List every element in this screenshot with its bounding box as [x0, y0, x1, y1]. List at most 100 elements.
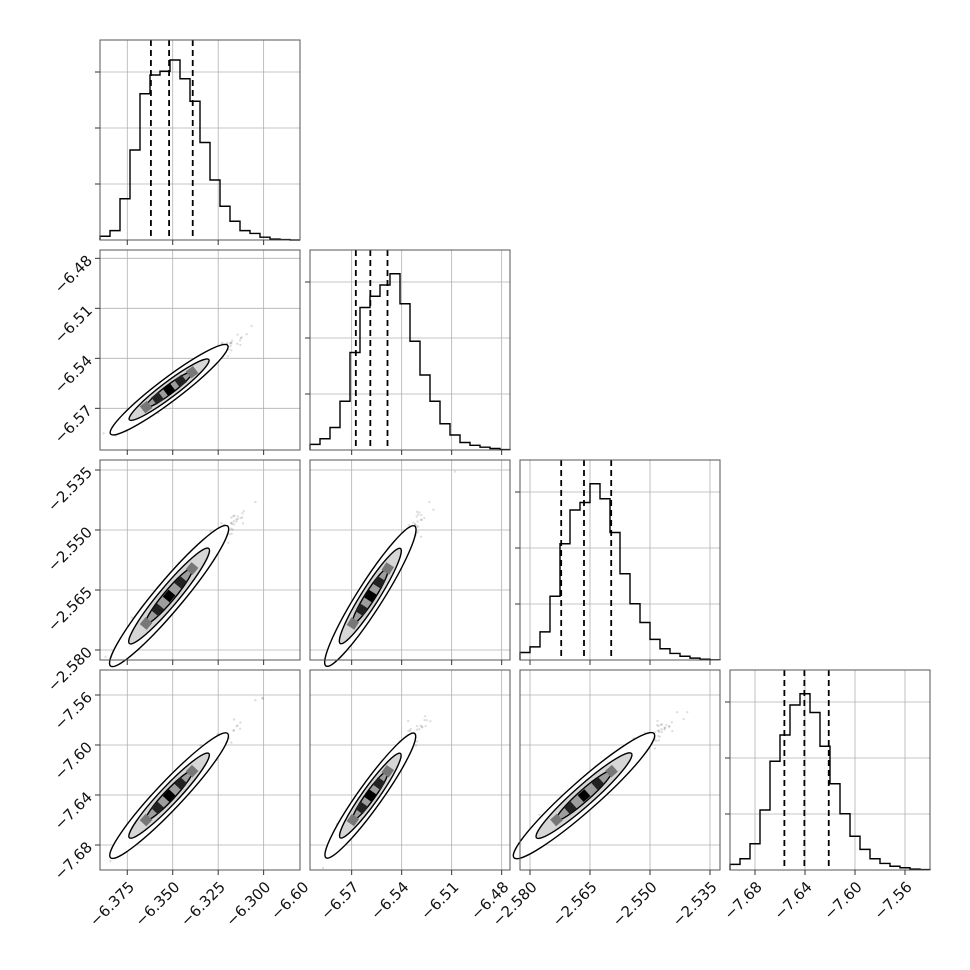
sample-point	[241, 512, 244, 515]
density-block	[151, 392, 164, 405]
sample-point	[420, 518, 423, 522]
sample-point	[413, 523, 417, 526]
sample-point	[230, 527, 233, 531]
sample-point	[230, 339, 234, 343]
sample-point	[250, 324, 253, 328]
density-block	[139, 400, 153, 414]
sample-point	[242, 509, 245, 513]
hist-panel-1	[305, 249, 511, 455]
sample-point	[97, 440, 99, 442]
sample-point	[230, 522, 234, 526]
hist-panel-0	[95, 39, 301, 245]
sample-point	[419, 535, 423, 538]
sample-point	[420, 513, 423, 517]
sample-point	[415, 510, 419, 514]
sample-point	[239, 516, 242, 520]
density-block	[364, 589, 377, 603]
sample-point	[236, 517, 239, 521]
sample-point	[407, 524, 411, 527]
histogram-step	[309, 273, 511, 451]
sample-point	[416, 531, 419, 534]
sample-point	[419, 518, 423, 522]
density-block	[139, 617, 153, 630]
sample-point	[254, 500, 257, 504]
density-block	[346, 617, 360, 630]
sample-point	[240, 336, 243, 339]
histogram-step	[519, 483, 721, 661]
sample-point	[232, 718, 236, 721]
sample-point	[232, 519, 236, 523]
sample-point	[230, 516, 233, 519]
density-block	[162, 383, 176, 396]
sample-point	[232, 514, 235, 518]
sample-point	[104, 655, 107, 659]
sample-point	[235, 520, 238, 523]
sample-point	[220, 521, 223, 525]
density-block	[174, 575, 187, 589]
sample-point	[229, 344, 232, 348]
sample-point	[105, 676, 107, 678]
scatter-panel-1-0	[95, 249, 301, 455]
scatter-panel-2-0	[95, 459, 301, 678]
sample-point	[209, 530, 212, 533]
sample-point	[235, 518, 238, 521]
sample-point	[412, 521, 415, 524]
sample-point	[261, 696, 264, 700]
sample-point	[416, 513, 420, 516]
panel-frame	[309, 459, 511, 661]
sample-point	[230, 342, 233, 345]
sample-point	[228, 533, 231, 536]
panel-frame	[99, 39, 301, 241]
sample-point	[232, 523, 236, 526]
density-block	[151, 603, 164, 617]
sample-point	[241, 522, 245, 525]
panel-frame	[309, 249, 511, 451]
sample-point	[230, 521, 234, 524]
panel-frame	[99, 249, 301, 451]
sample-point	[240, 516, 244, 519]
sample-point	[415, 515, 418, 518]
sample-point	[231, 528, 234, 531]
sample-point	[199, 744, 202, 747]
sample-point	[233, 514, 236, 518]
sample-point	[236, 515, 240, 518]
density-block	[372, 576, 386, 589]
panel-frame	[99, 459, 301, 661]
sample-point	[227, 541, 230, 544]
sample-point	[418, 511, 421, 514]
sample-point	[428, 500, 431, 504]
density-block	[174, 374, 187, 388]
sample-point	[236, 333, 239, 336]
sample-point	[226, 341, 229, 345]
density-block	[185, 562, 199, 575]
density-block	[162, 589, 176, 603]
density-block	[185, 365, 199, 379]
sample-point	[102, 432, 105, 435]
sample-point	[239, 721, 242, 724]
sample-point	[236, 342, 239, 345]
hist-panel-2	[515, 459, 721, 665]
sample-point	[245, 333, 248, 336]
sample-point	[229, 521, 233, 525]
sample-point	[453, 470, 457, 473]
density-block	[355, 603, 368, 616]
sample-point	[230, 532, 233, 535]
sample-point	[230, 349, 233, 352]
sample-point	[229, 341, 232, 345]
sample-point	[130, 616, 134, 619]
sample-point	[417, 525, 420, 528]
scatter-panel-2-1	[309, 459, 511, 668]
sample-point	[423, 516, 426, 520]
sample-point	[226, 355, 230, 358]
sample-point	[239, 343, 242, 347]
sample-point	[416, 520, 419, 523]
sample-point	[220, 341, 224, 345]
sample-point	[238, 339, 242, 342]
panel-frame	[519, 459, 721, 661]
sample-point	[239, 336, 243, 340]
scatter-panel-3-0	[95, 669, 301, 875]
density-block	[381, 562, 394, 575]
sample-point	[415, 524, 419, 528]
histogram-step	[99, 59, 300, 241]
